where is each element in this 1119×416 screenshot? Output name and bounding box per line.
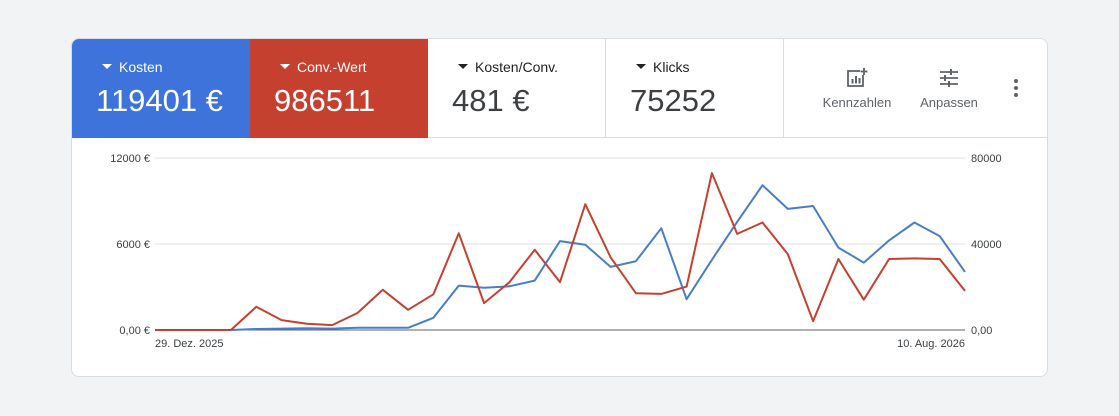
chart-add-icon — [847, 68, 868, 87]
anpassen-label: Anpassen — [920, 95, 978, 110]
metric-tile-klicks[interactable]: Klicks 75252 — [606, 39, 784, 138]
metric-value: 119401 € — [96, 83, 223, 118]
metric-tile-conv-wert[interactable]: Conv.-Wert 986511 — [250, 39, 428, 138]
metric-value: 481 € — [452, 83, 530, 118]
series-line-conv-wert — [155, 172, 966, 331]
left-axis-tick-label: 0,00 € — [119, 325, 150, 337]
x-axis-label-end: 10. Aug. 2026 — [897, 338, 965, 350]
more-vert-icon[interactable] — [1010, 76, 1022, 100]
metric-label: Klicks — [653, 59, 690, 75]
metric-value: 75252 — [630, 83, 717, 118]
kennzahlen-button[interactable]: Kennzahlen — [817, 67, 897, 110]
metric-value: 986511 — [274, 83, 376, 118]
x-axis-label-start: 29. Dez. 2025 — [155, 338, 224, 350]
dropdown-arrow-icon — [458, 63, 468, 69]
metric-tile-kosten-conv[interactable]: Kosten/Conv. 481 € — [428, 39, 606, 138]
left-axis-tick-label: 12000 € — [110, 153, 150, 165]
right-axis-tick-label: 80000 — [971, 153, 1002, 165]
metric-label: Kosten — [119, 59, 163, 75]
dropdown-arrow-icon — [280, 63, 290, 69]
metric-label: Conv.-Wert — [297, 59, 367, 75]
line-chart: 0,00 € 6000 € 12000 € 0,00 40000 80000 29. Dez… — [110, 153, 1002, 350]
kennzahlen-label: Kennzahlen — [822, 95, 892, 110]
metric-tile-kosten[interactable]: Kosten 119401 € — [72, 39, 250, 138]
performance-card: Kosten 119401 € Conv.-Wert 986511 Kosten… — [71, 38, 1048, 377]
anpassen-button[interactable]: Anpassen — [914, 67, 984, 110]
dropdown-arrow-icon — [102, 63, 112, 69]
metric-label: Kosten/Conv. — [475, 59, 559, 75]
right-axis-tick-label: 0,00 — [971, 325, 992, 337]
left-axis-tick-label: 6000 € — [116, 239, 150, 251]
series-line-kosten — [155, 184, 966, 331]
dropdown-arrow-icon — [636, 63, 646, 69]
right-axis-tick-label: 40000 — [971, 239, 1002, 251]
tune-icon — [940, 69, 958, 87]
metric-tiles: Kosten 119401 € Conv.-Wert 986511 Kosten… — [72, 39, 1047, 138]
chart-area: 0,00 € 6000 € 12000 € 0,00 40000 80000 29. Dez… — [72, 138, 1047, 376]
